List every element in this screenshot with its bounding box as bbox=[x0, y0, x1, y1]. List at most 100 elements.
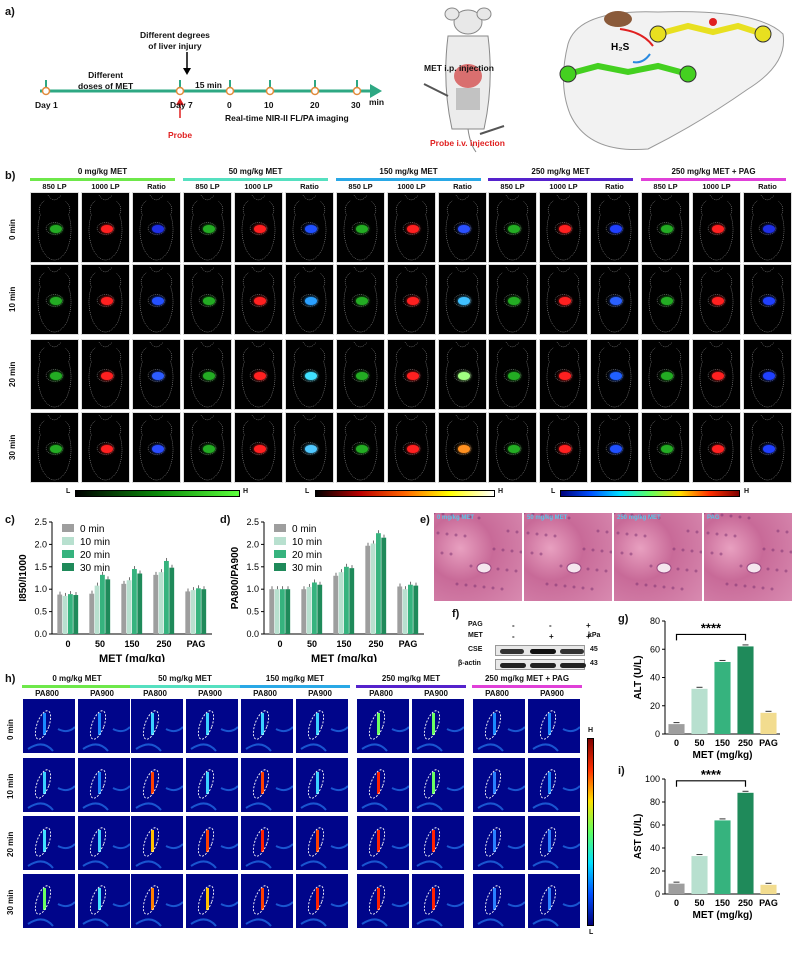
imaging-tile bbox=[132, 412, 181, 483]
row-label: 20 min bbox=[8, 361, 17, 387]
bar bbox=[274, 589, 280, 634]
pa-tile bbox=[240, 757, 294, 813]
pa-tile bbox=[77, 757, 131, 813]
imaging-tile bbox=[81, 192, 130, 263]
signal-spot bbox=[152, 372, 164, 380]
histology-image: 250 mg/kg MET bbox=[614, 513, 702, 601]
x-axis-label: MET (mg/kg) bbox=[693, 750, 753, 761]
bar bbox=[121, 583, 127, 634]
imaging-tile bbox=[692, 412, 741, 483]
signal-spot bbox=[356, 225, 368, 233]
pa-tile bbox=[472, 698, 526, 754]
pa-column-header: PA800 bbox=[485, 689, 509, 698]
bar bbox=[691, 856, 708, 894]
pa-tile bbox=[356, 698, 410, 754]
y-tick-label: 20 bbox=[650, 701, 660, 711]
signal-spot bbox=[50, 372, 62, 380]
pa-tile bbox=[295, 873, 349, 929]
signal-spot bbox=[50, 445, 62, 453]
pa-tile bbox=[185, 757, 239, 813]
legend-label: 10 min bbox=[80, 537, 110, 548]
bar bbox=[338, 572, 344, 634]
imaging-tile bbox=[30, 339, 79, 410]
significance-stars: **** bbox=[701, 767, 722, 782]
imaging-tile bbox=[590, 339, 639, 410]
x-tick-label: 150 bbox=[715, 898, 730, 908]
bar bbox=[381, 537, 387, 634]
legend-swatch bbox=[62, 550, 74, 558]
pa-row-label: 10 min bbox=[6, 773, 15, 799]
bar bbox=[737, 646, 754, 734]
signal-spot bbox=[203, 297, 215, 305]
column-header: Ratio bbox=[758, 182, 777, 191]
bar bbox=[413, 585, 419, 634]
legend-swatch bbox=[274, 563, 286, 571]
pa-tile bbox=[527, 757, 581, 813]
imaging-tile bbox=[438, 264, 487, 335]
imaging-tile bbox=[438, 412, 487, 483]
signal-spot bbox=[559, 297, 571, 305]
imaging-tile bbox=[387, 339, 436, 410]
imaging-tile bbox=[234, 264, 283, 335]
panel-letter-c: c) bbox=[5, 514, 15, 526]
probe-molecule-green bbox=[559, 62, 697, 83]
timeline-t0: 0 bbox=[227, 100, 232, 110]
bar bbox=[280, 589, 285, 634]
bar bbox=[333, 575, 339, 634]
x-tick-label: 50 bbox=[307, 639, 317, 649]
signal-spot bbox=[559, 445, 571, 453]
signal-spot bbox=[712, 372, 724, 380]
y-tick-label: 1.0 bbox=[246, 584, 259, 594]
imaging-tile bbox=[336, 264, 385, 335]
x-tick-label: 50 bbox=[694, 738, 704, 748]
x-tick-label: 250 bbox=[368, 639, 383, 649]
y-tick-label: 60 bbox=[650, 644, 660, 654]
pa-tile bbox=[130, 757, 184, 813]
column-header: 1000 LP bbox=[702, 182, 731, 191]
pa-tile bbox=[295, 698, 349, 754]
signal-spot bbox=[203, 225, 215, 233]
pa-row-label: 30 min bbox=[6, 889, 15, 915]
imaging-tile bbox=[641, 339, 690, 410]
signal-spot bbox=[254, 372, 266, 380]
panel-letter-a: a) bbox=[5, 6, 15, 18]
signal-spot bbox=[610, 225, 622, 233]
signal-spot bbox=[356, 297, 368, 305]
pa-column-header: PA900 bbox=[90, 689, 114, 698]
group-color-bar bbox=[336, 178, 481, 181]
imaging-tile bbox=[539, 412, 588, 483]
signal-spot bbox=[763, 297, 775, 305]
chart-c: 0.0 0.5 1.0 1.5 2.0 2.5 0 50 150 250 PAG MET (mg/kg… bbox=[18, 517, 212, 662]
signal-spot bbox=[101, 225, 113, 233]
signal-spot bbox=[763, 445, 775, 453]
timeline-injury: Different degrees of liver injury bbox=[140, 30, 210, 51]
blot-band bbox=[560, 649, 584, 654]
pa-tile bbox=[411, 815, 465, 871]
group-title: 250 mg/kg MET + PAG bbox=[671, 167, 756, 176]
pa-row-label: 0 min bbox=[6, 719, 15, 740]
signal-spot bbox=[254, 225, 266, 233]
bar bbox=[365, 545, 371, 634]
imaging-tile bbox=[285, 339, 334, 410]
panel-letter-g: g) bbox=[618, 613, 629, 625]
histology-label: 50 mg/kg MET bbox=[527, 515, 568, 521]
imaging-tile bbox=[285, 192, 334, 263]
histology-image: 50 mg/kg MET bbox=[524, 513, 612, 601]
imaging-tile bbox=[641, 264, 690, 335]
imaging-tile bbox=[234, 339, 283, 410]
signal-spot bbox=[508, 445, 520, 453]
probe-molecule-yellow bbox=[649, 18, 772, 43]
x-tick-label: 50 bbox=[95, 639, 105, 649]
legend-swatch bbox=[62, 563, 74, 571]
column-header: Ratio bbox=[147, 182, 166, 191]
pa-tile bbox=[411, 757, 465, 813]
imaging-tile bbox=[743, 339, 792, 410]
pa-tile bbox=[411, 873, 465, 929]
panel-letter-f: f) bbox=[452, 608, 460, 620]
signal-spot bbox=[610, 297, 622, 305]
blot-band bbox=[560, 663, 586, 668]
bar bbox=[312, 582, 317, 634]
group-title: 0 mg/kg MET bbox=[77, 167, 128, 176]
y-tick-label: 0.5 bbox=[246, 607, 259, 617]
x-tick-label: 250 bbox=[738, 738, 753, 748]
